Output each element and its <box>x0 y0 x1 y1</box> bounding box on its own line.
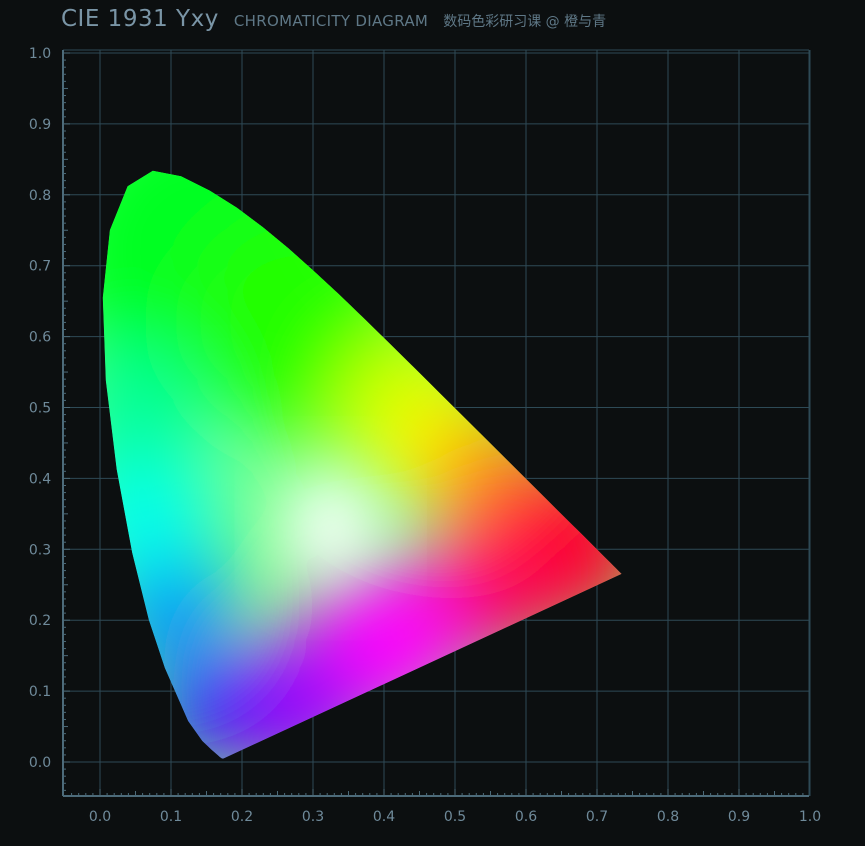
y-tick-label: 0.1 <box>29 684 51 700</box>
x-tick-label: 0.7 <box>586 809 608 825</box>
x-tick-label: 0.8 <box>657 809 679 825</box>
chart-header: CIE 1931 Yxy CHROMATICITY DIAGRAM 数码色彩研习… <box>61 6 606 40</box>
tick-labels: 0.0 0.1 0.2 0.3 0.4 0.5 0.6 0.7 0.8 0.9 1.0 0.0 0.1 0… <box>29 46 821 825</box>
x-tick-label: 0.2 <box>231 809 253 825</box>
axis-ticks <box>62 50 809 797</box>
x-tick-label: 0.1 <box>160 809 182 825</box>
white-point-glow <box>282 472 379 585</box>
x-tick-label: 1.0 <box>799 809 821 825</box>
y-tick-label: 0.4 <box>29 471 51 487</box>
chart-subtitle: CHROMATICITY DIAGRAM <box>233 12 429 30</box>
x-tick-label: 0.0 <box>89 809 111 825</box>
y-tick-label: 0.0 <box>29 755 51 771</box>
white-point-region <box>282 472 379 585</box>
x-tick-label: 0.5 <box>444 809 466 825</box>
y-tick-label: 1.0 <box>29 46 51 62</box>
x-tick-label: 0.4 <box>373 809 395 825</box>
x-tick-label: 0.3 <box>302 809 324 825</box>
y-tick-label: 0.2 <box>29 613 51 629</box>
x-tick-label: 0.9 <box>728 809 750 825</box>
y-tick-label: 0.7 <box>29 259 51 275</box>
chart-title: CIE 1931 Yxy <box>61 6 219 32</box>
y-tick-label: 0.5 <box>29 401 51 417</box>
y-tick-label: 0.3 <box>29 542 51 558</box>
x-tick-label: 0.6 <box>515 809 537 825</box>
y-tick-label: 0.9 <box>29 117 51 133</box>
y-tick-label: 0.6 <box>29 330 51 346</box>
y-tick-label: 0.8 <box>29 188 51 204</box>
chart-author: 数码色彩研习课 @ 橙与青 <box>443 14 607 30</box>
